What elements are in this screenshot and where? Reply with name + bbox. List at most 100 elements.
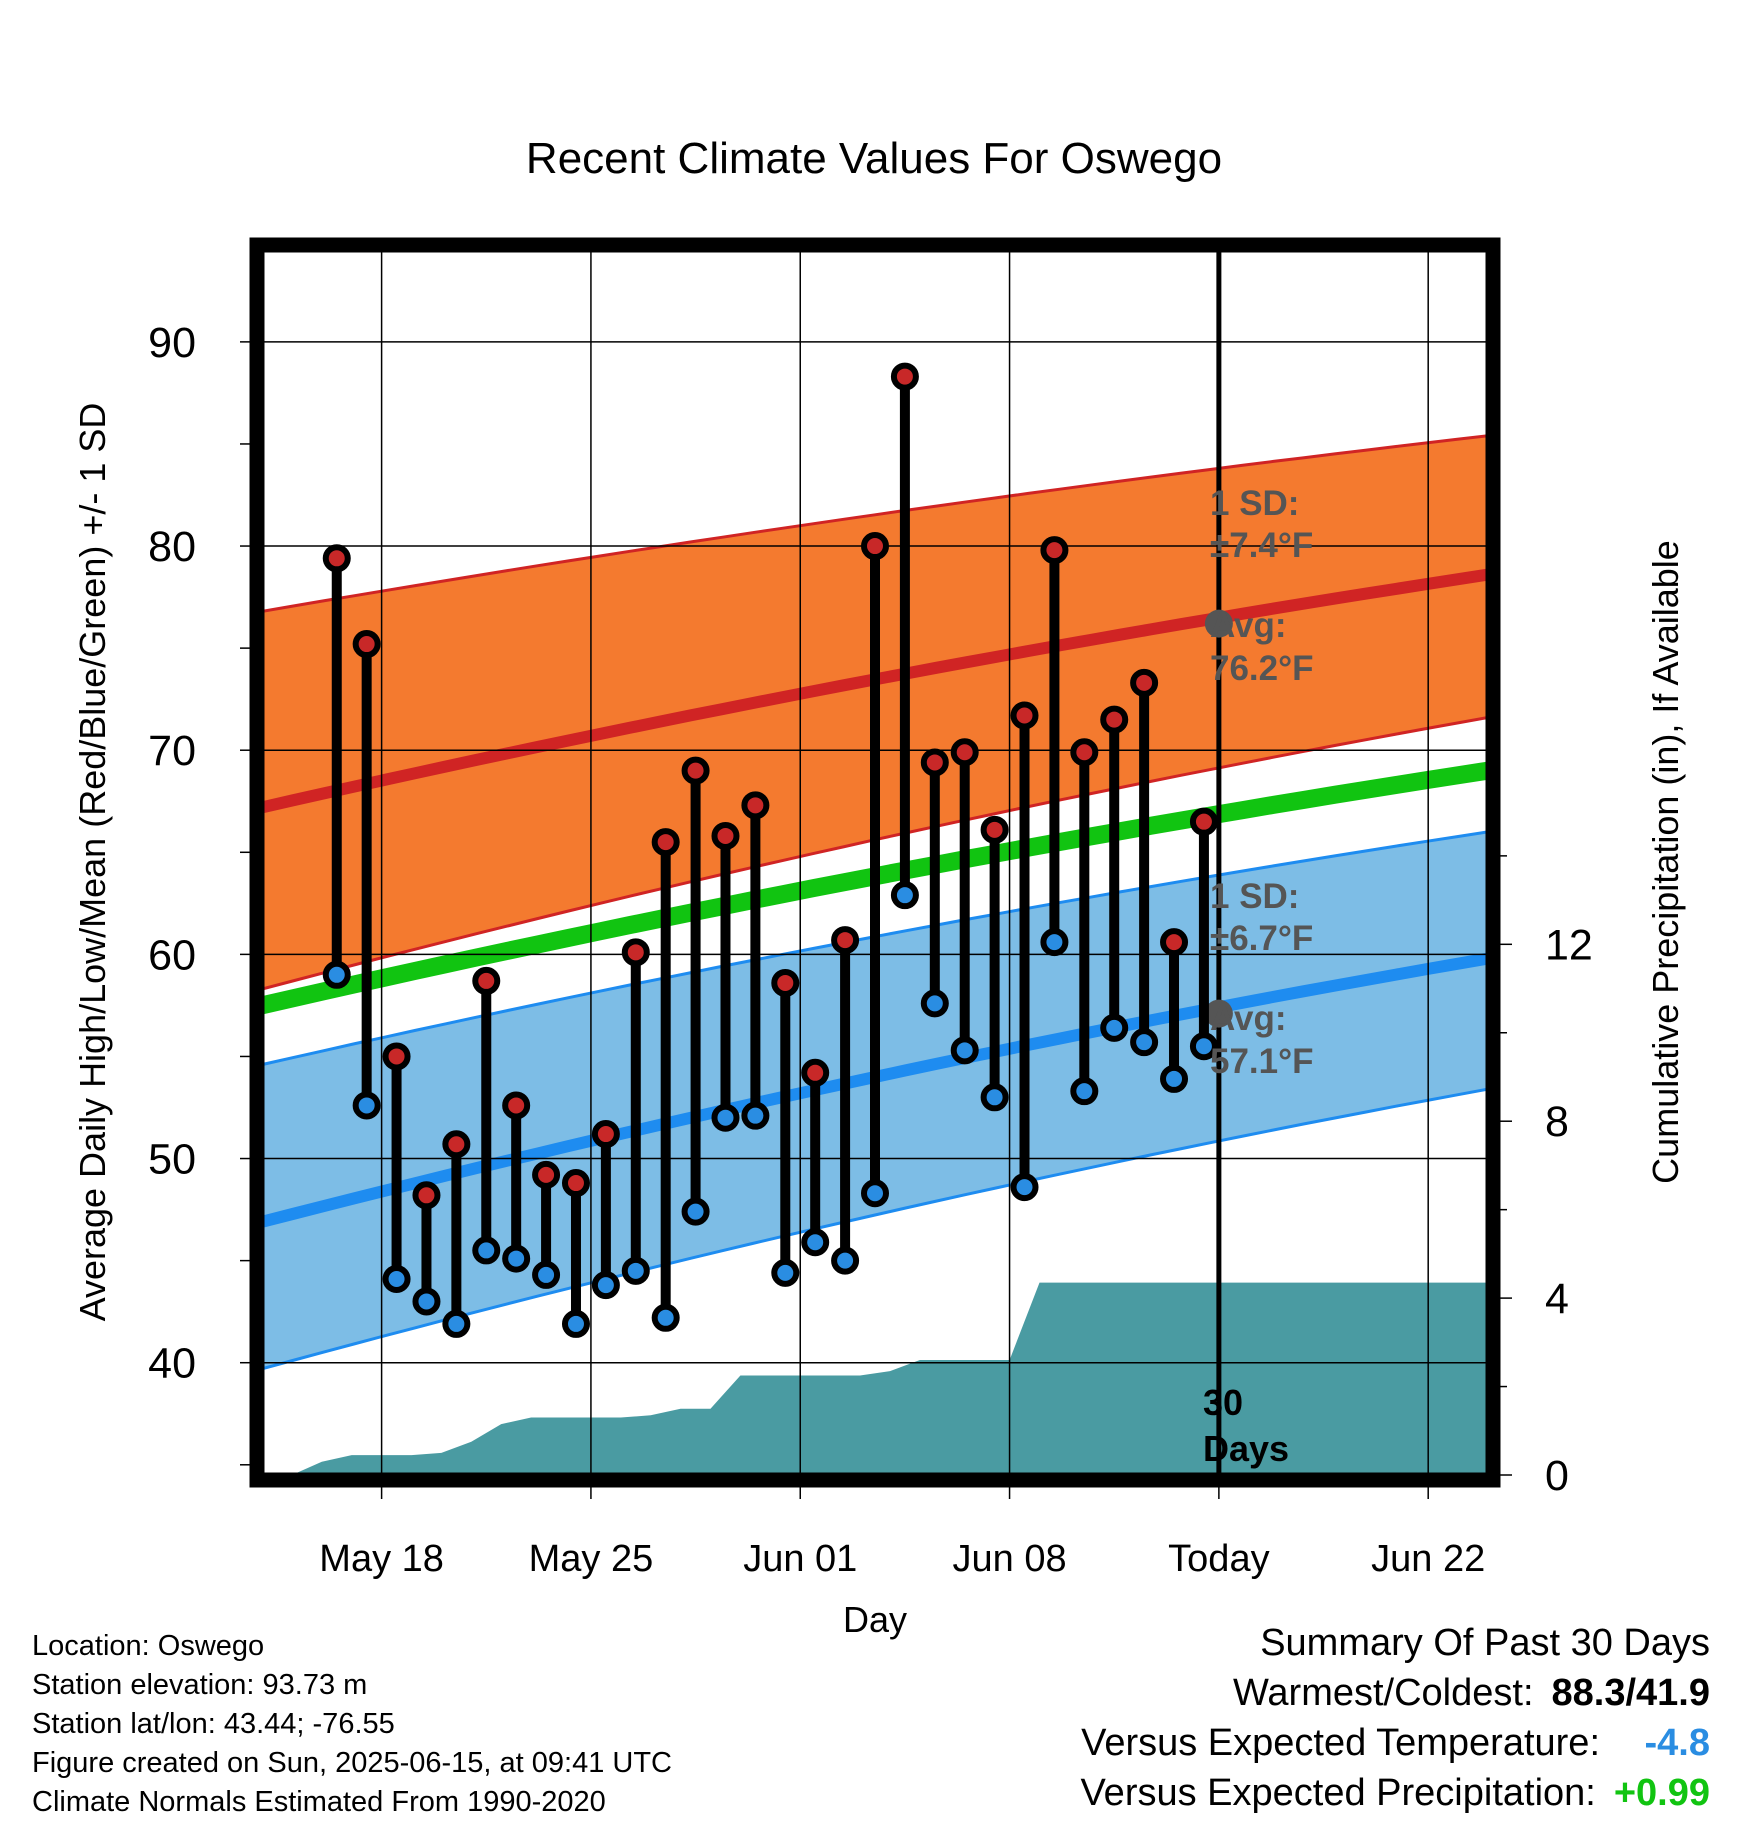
precip-row: Versus Expected Precipitation: +0.99 — [1080, 1768, 1710, 1818]
low-point — [920, 989, 949, 1018]
high-point — [621, 938, 650, 967]
high-point — [861, 532, 889, 561]
y2-axis-label: Cumulative Precipitation (in), If Availa… — [1645, 540, 1686, 1184]
high-point — [412, 1181, 441, 1210]
low-point — [771, 1258, 800, 1287]
y2-tick-label: 0 — [1545, 1452, 1569, 1500]
low-point — [890, 881, 919, 910]
low-point — [1100, 1013, 1129, 1042]
x-tick-label: Today — [1168, 1538, 1269, 1580]
low-point — [980, 1083, 1009, 1112]
summary-panel: Summary Of Past 30 Days Warmest/Coldest:… — [1080, 1618, 1710, 1818]
precip-label: Versus Expected Precipitation: — [1080, 1772, 1596, 1814]
warmest-row: Warmest/Coldest: 88.3/41.9 — [1080, 1668, 1710, 1718]
high-band-upper-edge — [262, 434, 1488, 613]
low-point — [322, 960, 351, 989]
low-point — [591, 1271, 620, 1300]
x-tick-label: Jun 08 — [953, 1538, 1067, 1580]
plot-frame — [249, 237, 1501, 1488]
low-point — [412, 1287, 441, 1316]
high-point — [980, 815, 1009, 844]
low-point — [532, 1260, 561, 1289]
low-point — [861, 1179, 889, 1208]
low-point — [352, 1091, 381, 1120]
low-point — [502, 1244, 531, 1273]
x-tick-label: Jun 01 — [743, 1538, 857, 1580]
normals-text: Climate Normals Estimated From 1990-2020 — [32, 1786, 606, 1818]
high-point — [591, 1120, 620, 1149]
high-point — [681, 756, 710, 785]
high-point — [352, 630, 381, 659]
x-tick-label: Jun 22 — [1371, 1538, 1485, 1580]
low-point — [950, 1036, 979, 1065]
y-tick-label: 70 — [148, 727, 196, 775]
low-point — [1070, 1077, 1099, 1106]
warmest-label: Warmest/Coldest: — [1232, 1672, 1534, 1714]
low-point — [442, 1309, 471, 1338]
temp-row: Versus Expected Temperature: -4.8 — [1080, 1718, 1710, 1768]
high-point — [1160, 928, 1189, 957]
y2-tick-label: 4 — [1545, 1275, 1569, 1323]
high-point — [561, 1169, 590, 1198]
high-point — [1010, 701, 1039, 730]
high-point — [771, 968, 800, 997]
axes: 40 50 60 70 80 90 0 4 8 12 May 18 May 25 Jun 01 Jun 0… — [148, 319, 1593, 1580]
high-point — [741, 791, 770, 820]
x-axis-label: Day — [843, 1599, 907, 1640]
station-info: Location: Oswego Station elevation: 93.7… — [32, 1627, 672, 1822]
low-point — [741, 1101, 770, 1130]
temp-label: Versus Expected Temperature: — [1081, 1722, 1600, 1764]
period-label-line: 30 — [1203, 1382, 1243, 1423]
low-point — [1160, 1064, 1189, 1093]
high-point — [711, 821, 740, 850]
low-point — [1010, 1173, 1039, 1202]
low-avg-value: 57.1°F — [1210, 1042, 1314, 1081]
high-point — [1070, 738, 1099, 767]
high-sd-value: ±7.4°F — [1210, 526, 1313, 565]
y-tick-label: 60 — [148, 931, 196, 979]
low-point — [1040, 928, 1069, 957]
y-axis-label: Average Daily High/Low/Mean (Red/Blue/Gr… — [72, 403, 113, 1322]
warmest-value: 88.3/41.9 — [1551, 1672, 1710, 1714]
high-point — [920, 748, 949, 777]
y-tick-label: 80 — [148, 523, 196, 571]
high-point — [322, 544, 351, 573]
plot-area — [262, 250, 1488, 1475]
high-sd-label: 1 SD: — [1210, 484, 1299, 523]
low-point — [681, 1197, 710, 1226]
annotations: 1 SD: ±7.4°F Avg: 76.2°F 1 SD: ±6.7°F Av… — [1203, 484, 1314, 1469]
summary-heading: Summary Of Past 30 Days — [1260, 1622, 1710, 1664]
low-point — [831, 1246, 860, 1275]
low-point — [801, 1228, 830, 1257]
today-high-avg-marker — [1204, 609, 1233, 638]
low-point — [561, 1309, 590, 1338]
x-tick-label: May 18 — [319, 1538, 444, 1580]
temp-value: -4.8 — [1644, 1722, 1710, 1764]
high-avg-label: Avg: — [1210, 606, 1286, 645]
low-point — [382, 1265, 411, 1293]
high-point — [502, 1091, 531, 1120]
x-tick-label: May 25 — [529, 1538, 654, 1580]
low-point — [1189, 1032, 1218, 1061]
y2-tick-label: 12 — [1545, 921, 1593, 969]
low-point — [711, 1103, 740, 1132]
high-avg-value: 76.2°F — [1210, 649, 1314, 688]
high-point — [890, 362, 919, 391]
high-point — [472, 966, 501, 995]
high-point — [1189, 807, 1218, 836]
elevation-text: Station elevation: 93.73 m — [32, 1669, 368, 1701]
high-point — [1100, 705, 1129, 734]
period-label-line: Days — [1203, 1428, 1289, 1469]
high-point — [950, 738, 979, 767]
y-tick-label: 90 — [148, 319, 196, 367]
high-point — [801, 1058, 830, 1087]
low-avg-label: Avg: — [1210, 999, 1286, 1038]
location-text: Location: Oswego — [32, 1630, 265, 1662]
high-point — [1130, 668, 1159, 697]
period-label: 30 Days — [1203, 1382, 1289, 1469]
latlon-text: Station lat/lon: 43.44; -76.55 — [32, 1708, 395, 1740]
low-point — [621, 1256, 650, 1285]
created-text: Figure created on Sun, 2025-06-15, at 09… — [32, 1747, 672, 1779]
high-point — [651, 828, 680, 857]
low-point — [1130, 1028, 1159, 1057]
